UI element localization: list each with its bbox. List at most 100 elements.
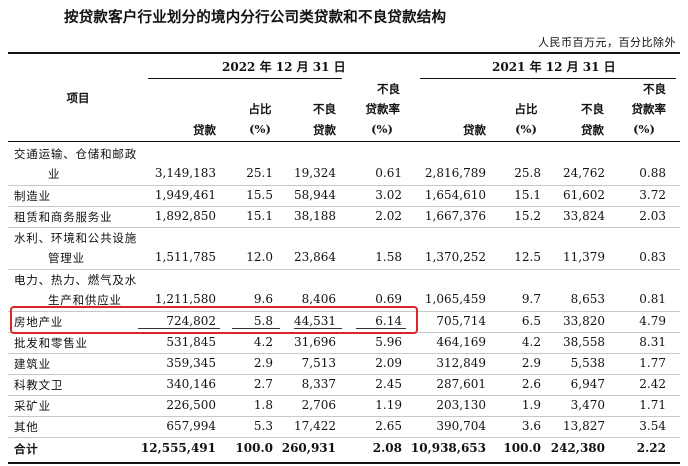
row-value: 61,602 (563, 188, 605, 202)
row-value: 724,802 (166, 314, 216, 328)
header-ratio-2022-unit: (%) (371, 122, 393, 136)
row-value: 0.61 (375, 166, 402, 180)
row-value: 15.1 (246, 209, 273, 223)
row-label: 房地产业 (14, 315, 64, 329)
row-value: 2,706 (301, 398, 336, 412)
header-year-2022: 2022 年 12 月 31 日 (222, 60, 346, 74)
row-value: 242,380 (550, 441, 605, 455)
header-ratio-2021-l2: 贷款率 (631, 102, 667, 116)
row-value: 203,130 (436, 398, 486, 412)
header-ratio-2022-l1: 不良 (377, 82, 400, 96)
row-label: 其他 (14, 420, 39, 434)
row-value: 38,558 (563, 335, 605, 349)
row-label: 交通运输、仓储和邮政 (14, 147, 137, 161)
row-value: 15.2 (514, 209, 541, 223)
row-divider (8, 374, 680, 375)
row-value: 1.77 (639, 356, 666, 370)
row-value: 44,531 (294, 314, 336, 328)
row-label: 管理业 (48, 251, 85, 265)
row-value: 359,345 (166, 356, 216, 370)
row-value: 4.2 (521, 335, 541, 349)
row-value: 464,169 (436, 335, 486, 349)
row-value: 9.7 (521, 292, 541, 306)
row-label: 科教文卫 (14, 378, 64, 392)
row-value: 24,762 (563, 166, 605, 180)
row-value: 2.03 (639, 209, 666, 223)
row-value: 17,422 (294, 419, 336, 433)
row-divider (8, 311, 680, 312)
row-value: 6,947 (570, 377, 605, 391)
row-value: 4.79 (639, 314, 666, 328)
row-value: 0.83 (639, 250, 666, 264)
row-value: 531,845 (166, 335, 216, 349)
year-2022-rule (148, 78, 342, 79)
header-ratio-2022-l2: 贷款率 (365, 102, 401, 116)
row-value: 0.69 (375, 292, 402, 306)
row-value: 15.1 (514, 188, 541, 202)
header-npl-2022: 不良 (313, 102, 336, 116)
row-value: 10,938,653 (410, 441, 486, 455)
header-loan-2021: 贷款 (463, 123, 486, 137)
row-value: 19,324 (294, 166, 336, 180)
table-title: 按贷款客户行业划分的境内分行公司类贷款和不良贷款结构 (64, 10, 447, 26)
row-divider (8, 395, 680, 396)
row-value: 13,827 (563, 419, 605, 433)
row-value: 1,511,785 (154, 250, 216, 264)
header-year-2021: 2021 年 12 月 31 日 (492, 60, 616, 74)
row-value: 25.1 (246, 166, 273, 180)
row-label: 合计 (14, 442, 39, 456)
row-value: 3.6 (521, 419, 541, 433)
year-2021-rule (420, 78, 676, 79)
header-loan-2022: 贷款 (193, 123, 216, 137)
row-value: 2.45 (375, 377, 402, 391)
row-divider (8, 185, 680, 186)
row-value: 33,820 (563, 314, 605, 328)
row-value: 1,211,580 (154, 292, 216, 306)
row-value: 657,994 (166, 419, 216, 433)
header-npl-2021-b: 贷款 (581, 123, 604, 137)
row-value: 4.2 (253, 335, 273, 349)
row-value: 8,653 (570, 292, 605, 306)
row-value: 7,513 (301, 356, 336, 370)
row-value: 1,892,850 (154, 209, 216, 223)
row-divider (8, 227, 680, 228)
row-divider (8, 206, 680, 207)
row-value: 23,864 (294, 250, 336, 264)
row-value: 2.08 (372, 441, 402, 455)
row-label: 租赁和商务服务业 (14, 210, 113, 224)
row-divider (8, 269, 680, 270)
row-value: 33,824 (563, 209, 605, 223)
row-value: 31,696 (294, 335, 336, 349)
row-value: 8,406 (301, 292, 336, 306)
row-value: 260,931 (281, 441, 336, 455)
row-value: 12.0 (246, 250, 273, 264)
row-value: 226,500 (166, 398, 216, 412)
underline-share (232, 328, 280, 329)
header-share-2021: 占比 (514, 102, 538, 116)
row-value: 1.58 (375, 250, 402, 264)
row-value: 2.65 (375, 419, 402, 433)
row-value: 5.3 (253, 419, 273, 433)
row-value: 2.42 (639, 377, 666, 391)
row-value: 2,816,789 (424, 166, 486, 180)
row-value: 11,379 (563, 250, 605, 264)
row-value: 2.9 (253, 356, 273, 370)
row-value: 1.71 (639, 398, 666, 412)
row-label: 制造业 (14, 189, 51, 203)
row-label: 建筑业 (14, 357, 51, 371)
row-value: 12,555,491 (140, 441, 216, 455)
row-value: 312,849 (436, 356, 486, 370)
row-divider (8, 437, 680, 438)
row-value: 25.8 (514, 166, 541, 180)
row-value: 8.31 (639, 335, 666, 349)
row-value: 3.02 (375, 188, 402, 202)
row-value: 58,944 (294, 188, 336, 202)
row-value: 15.5 (246, 188, 273, 202)
row-value: 100.0 (235, 441, 273, 455)
row-value: 1,667,376 (424, 209, 486, 223)
row-value: 3.54 (639, 419, 666, 433)
row-value: 2.02 (375, 209, 402, 223)
row-value: 390,704 (436, 419, 486, 433)
underline-loan (138, 328, 220, 329)
row-value: 9.6 (253, 292, 273, 306)
